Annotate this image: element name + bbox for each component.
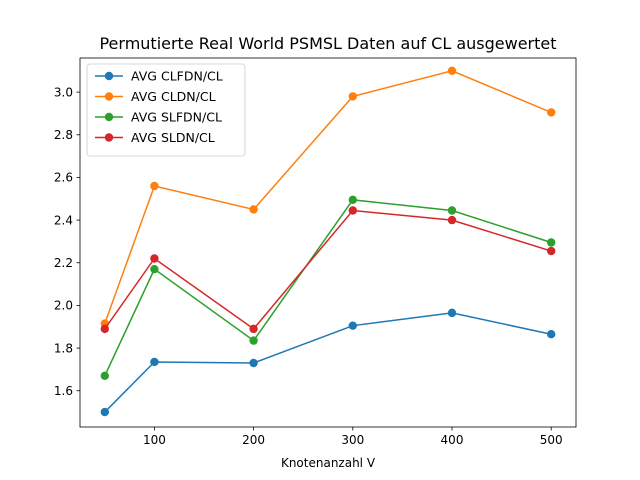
data-point — [150, 254, 159, 263]
chart-title: Permutierte Real World PSMSL Daten auf C… — [99, 34, 556, 53]
legend-item: AVG CLFDN/CL — [95, 69, 223, 84]
legend-label: AVG CLFDN/CL — [131, 69, 223, 84]
plot-area-frame — [79, 57, 577, 428]
data-point — [547, 238, 556, 247]
legend-label: AVG CLDN/CL — [131, 89, 216, 104]
data-point — [150, 181, 159, 191]
data-point — [249, 336, 258, 345]
legend-marker — [104, 133, 114, 142]
data-point — [447, 66, 457, 75]
legend-box — [86, 63, 246, 157]
x-axis: 100 200 300 400 500 — [143, 427, 563, 447]
data-point — [150, 357, 159, 367]
y-tick-label: 2.6 — [54, 171, 73, 185]
data-point — [249, 324, 258, 334]
y-tick-label: 1.8 — [54, 341, 73, 355]
legend-marker — [104, 71, 114, 81]
legend-item: AVG CLDN/CL — [95, 89, 216, 104]
data-point — [447, 308, 457, 318]
data-point — [447, 206, 457, 215]
data-point — [447, 215, 457, 225]
legend-label: AVG SLFDN/CL — [131, 110, 222, 125]
y-tick-label: 2.8 — [54, 128, 73, 142]
series-3 — [100, 206, 556, 334]
series-line — [104, 199, 552, 377]
data-point — [348, 321, 357, 330]
series-line — [104, 70, 552, 324]
legend-label: AVG SLDN/CL — [131, 130, 215, 145]
legend-marker — [104, 92, 114, 101]
data-point — [100, 324, 110, 334]
data-point — [348, 206, 357, 215]
series-layer — [100, 66, 556, 417]
data-point — [348, 195, 357, 205]
x-tick-label: 400 — [441, 433, 464, 447]
y-tick-label: 2.4 — [54, 213, 73, 227]
data-point — [150, 264, 159, 274]
x-tick-label: 300 — [341, 433, 364, 447]
x-tick-label: 100 — [143, 433, 166, 447]
data-point — [547, 108, 556, 117]
y-tick-label: 2.2 — [54, 256, 73, 270]
data-point — [100, 407, 110, 417]
series-2 — [100, 195, 556, 381]
x-tick-label: 500 — [540, 433, 563, 447]
y-tick-label: 1.6 — [54, 384, 73, 398]
series-line — [104, 312, 552, 413]
data-point — [249, 358, 258, 368]
series-0 — [100, 308, 556, 417]
data-point — [547, 246, 556, 256]
data-point — [249, 205, 258, 214]
legend-item: AVG SLDN/CL — [95, 130, 215, 145]
y-axis: 1.6 1.8 2.0 2.2 2.4 2.6 2.8 3.0 — [54, 85, 80, 398]
series-line — [104, 209, 552, 330]
data-point — [547, 330, 556, 339]
data-point — [100, 371, 110, 381]
x-tick-label: 200 — [242, 433, 265, 447]
x-axis-label: Knotenanzahl V — [281, 456, 376, 470]
data-point — [348, 92, 357, 101]
y-tick-label: 3.0 — [54, 85, 73, 99]
legend-item: AVG SLFDN/CL — [95, 110, 222, 125]
legend: AVG CLFDN/CL AVG CLDN/CL AVG SLFDN/CL AVG S… — [86, 63, 246, 157]
y-tick-label: 2.0 — [54, 299, 73, 313]
legend-marker — [104, 112, 114, 122]
